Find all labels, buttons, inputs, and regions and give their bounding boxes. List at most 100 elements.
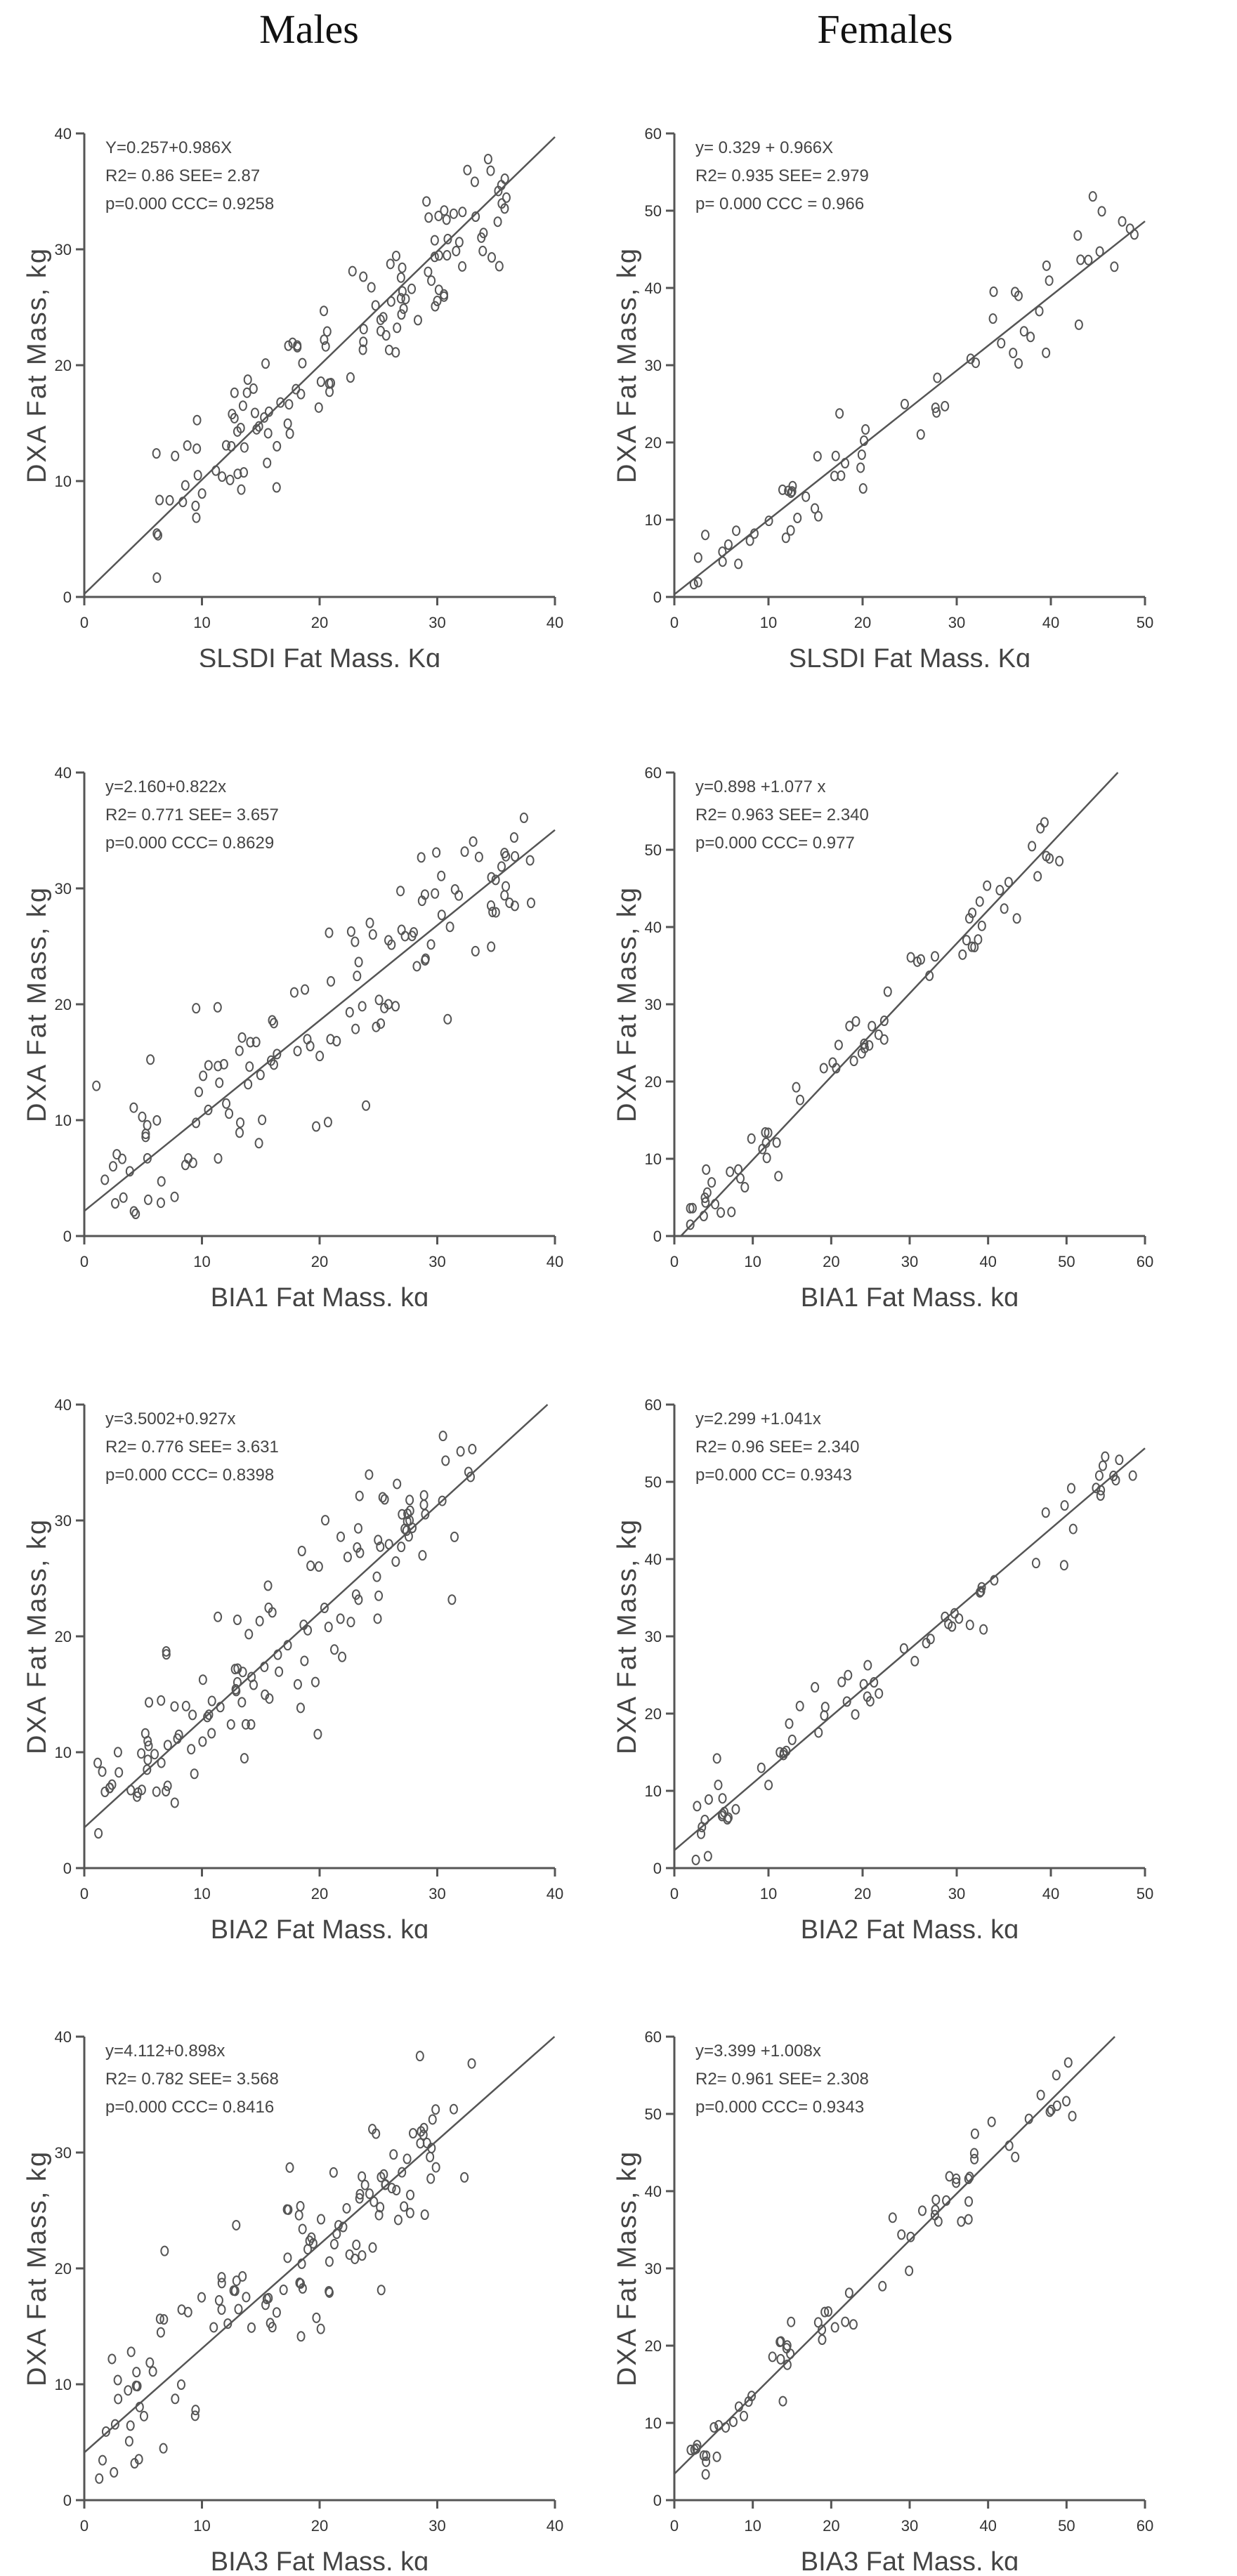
y-tick-label: 0	[653, 1228, 662, 1245]
y-tick-label: 10	[55, 2376, 72, 2393]
y-tick-label: 10	[645, 511, 662, 529]
data-points	[686, 817, 1064, 1230]
x-tick-label: 20	[311, 1885, 328, 1903]
y-tick-label: 40	[645, 919, 662, 936]
x-tick-label: 0	[670, 2517, 679, 2535]
x-tick-label: 10	[193, 2517, 210, 2535]
y-tick-label: 20	[55, 357, 72, 374]
regression-annotation: R2= 0.961 SEE= 2.308	[695, 2070, 869, 2089]
y-tick-label: 30	[645, 357, 662, 374]
x-tick-label: 20	[854, 1885, 871, 1903]
x-axis-label: BIA2 Fat Mass, kg	[801, 1915, 1019, 1938]
x-tick-label: 20	[311, 614, 328, 631]
y-tick-label: 0	[63, 2492, 72, 2509]
regression-annotation: R2= 0.935 SEE= 2.979	[695, 166, 869, 185]
x-tick-label: 10	[760, 1885, 777, 1903]
y-tick-label: 40	[55, 125, 72, 143]
y-tick-label: 30	[645, 996, 662, 1013]
regression-annotation: p=0.000 CCC= 0.9343	[695, 2098, 864, 2117]
y-tick-label: 0	[63, 1228, 72, 1245]
y-tick-label: 20	[55, 996, 72, 1013]
scatter-panel-males-4: 0 10 20 30 40 0 10 20 30 40 BIA3 Fat Mass, kg DXA F…	[14, 2009, 618, 2576]
scatter-panel-females-2: 0 10 20 30 40 50 60 0 10 20 30 40 50 60 BIA1 Fat Mass,…	[604, 744, 1208, 1313]
x-tick-label: 0	[670, 1885, 679, 1903]
regression-annotation: R2= 0.771 SEE= 3.657	[105, 806, 279, 824]
x-tick-label: 40	[546, 1253, 563, 1270]
y-tick-label: 10	[55, 1112, 72, 1129]
y-tick-label: 30	[55, 880, 72, 898]
x-tick-label: 40	[546, 614, 563, 631]
y-tick-label: 20	[645, 1705, 662, 1723]
x-tick-label: 40	[546, 1885, 563, 1903]
x-tick-label: 0	[670, 1253, 679, 1270]
x-tick-label: 10	[193, 614, 210, 631]
regression-annotation: p= 0.000 CCC = 0.966	[695, 195, 864, 213]
scatter-panel-males-2: 0 10 20 30 40 0 10 20 30 40 BIA1 Fat Mass, kg DXA F…	[14, 744, 618, 1313]
x-tick-label: 40	[1042, 614, 1059, 631]
x-tick-label: 0	[670, 614, 679, 631]
y-tick-label: 40	[55, 1396, 72, 1414]
y-tick-label: 0	[653, 589, 662, 606]
x-tick-label: 0	[80, 1885, 89, 1903]
x-tick-label: 40	[979, 2517, 996, 2535]
x-axis-label: BIA3 Fat Mass, kg	[211, 2547, 428, 2570]
y-axis-label: DXA Fat Mass, kg	[613, 2150, 642, 2386]
regression-annotation: R2= 0.86 SEE= 2.87	[105, 166, 260, 185]
y-tick-label: 20	[645, 434, 662, 452]
x-tick-label: 10	[193, 1885, 210, 1903]
regression-annotation: R2= 0.96 SEE= 2.340	[695, 1438, 860, 1457]
x-tick-label: 20	[311, 1253, 328, 1270]
regression-line	[84, 2036, 556, 2454]
y-tick-label: 30	[55, 241, 72, 258]
scatter-panel-females-4: 0 10 20 30 40 50 60 0 10 20 30 40 50 60 BIA3 Fat Mass,…	[604, 2009, 1208, 2576]
y-axis-label: DXA Fat Mass, kg	[22, 886, 52, 1122]
y-tick-label: 40	[645, 280, 662, 297]
regression-annotation: p=0.000 CCC= 0.9258	[105, 195, 274, 213]
regression-annotation: p=0.000 CCC= 0.8398	[105, 1466, 274, 1485]
regression-annotation: y=2.160+0.822x	[105, 777, 226, 796]
x-axis-label: BIA1 Fat Mass, kg	[801, 1283, 1019, 1306]
x-tick-label: 20	[854, 614, 871, 631]
y-tick-label: 30	[55, 1512, 72, 1530]
x-tick-label: 10	[760, 614, 777, 631]
x-tick-label: 50	[1058, 2517, 1075, 2535]
regression-annotation: p=0.000 CCC= 0.8629	[105, 834, 274, 853]
y-tick-label: 0	[63, 1860, 72, 1877]
regression-annotation: y=2.299 +1.041x	[695, 1409, 821, 1428]
x-tick-label: 30	[901, 1253, 918, 1270]
regression-annotation: y=0.898 +1.077 x	[695, 777, 825, 796]
y-tick-label: 0	[63, 589, 72, 606]
y-tick-label: 50	[645, 841, 662, 859]
regression-annotation: p=0.000 CC= 0.9343	[695, 1466, 852, 1485]
x-axis-label: BIA1 Fat Mass, kg	[211, 1283, 428, 1306]
x-tick-label: 50	[1137, 614, 1153, 631]
regression-annotation: Y=0.257+0.986X	[105, 138, 232, 157]
y-axis-label: DXA Fat Mass, kg	[22, 1518, 52, 1754]
data-points	[93, 1431, 477, 1839]
x-tick-label: 40	[979, 1253, 996, 1270]
regression-annotation: R2= 0.776 SEE= 3.631	[105, 1438, 279, 1457]
y-tick-label: 60	[645, 2028, 662, 2046]
y-tick-label: 40	[55, 2028, 72, 2046]
y-tick-label: 10	[645, 1782, 662, 1800]
scatter-panel-males-3: 0 10 20 30 40 0 10 20 30 40 BIA2 Fat Mass, kg DXA F…	[14, 1376, 618, 1945]
data-points	[691, 1451, 1137, 1865]
x-axis-label: SLSDI Fat Mass, Kg	[199, 644, 440, 667]
scatter-panel-males-1: 0 10 20 30 40 0 10 20 30 40 SLSDI Fat Mass, Kg DXA …	[14, 105, 618, 673]
regression-annotation: y= 0.329 + 0.966X	[695, 138, 833, 157]
x-tick-label: 0	[80, 1253, 89, 1270]
y-tick-label: 50	[645, 1473, 662, 1491]
y-axis-label: DXA Fat Mass, kg	[613, 247, 642, 483]
x-tick-label: 50	[1137, 1885, 1153, 1903]
regression-annotation: y=4.112+0.898x	[105, 2042, 225, 2061]
x-tick-label: 60	[1137, 1253, 1153, 1270]
x-tick-label: 60	[1137, 2517, 1153, 2535]
females-column-title: Females	[817, 6, 953, 52]
x-tick-label: 40	[546, 2517, 563, 2535]
y-tick-label: 40	[645, 1551, 662, 1568]
y-tick-label: 10	[645, 1150, 662, 1168]
males-column-title: Males	[259, 6, 359, 52]
y-tick-label: 30	[55, 2144, 72, 2162]
regression-line	[674, 1447, 1146, 1851]
x-tick-label: 10	[744, 2517, 761, 2535]
